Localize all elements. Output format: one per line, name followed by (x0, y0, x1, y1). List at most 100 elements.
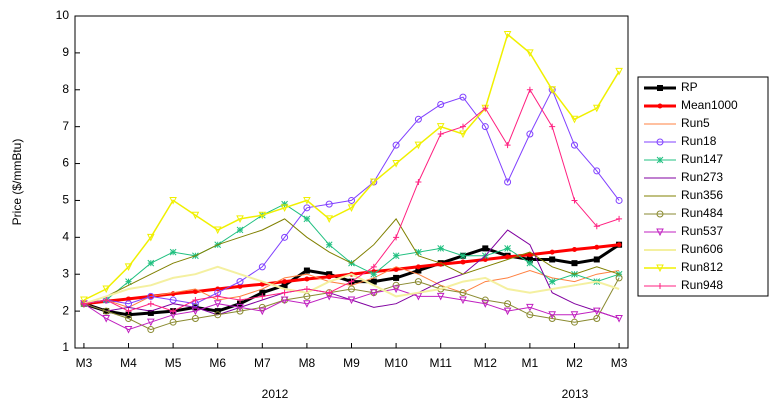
marker (459, 93, 467, 101)
marker (236, 278, 244, 286)
legend-label: Run5 (681, 116, 710, 130)
marker (192, 297, 199, 304)
marker (326, 289, 333, 296)
marker (594, 244, 600, 250)
marker (191, 314, 199, 322)
marker (656, 138, 664, 146)
marker (126, 296, 132, 302)
series-line (83, 277, 620, 331)
x-group-label: 2012 (262, 387, 289, 401)
marker (348, 278, 355, 285)
marker (415, 248, 422, 256)
marker (657, 283, 663, 289)
marker (548, 86, 556, 94)
marker (147, 318, 155, 327)
marker (369, 178, 378, 187)
marker (102, 307, 110, 315)
marker (482, 105, 489, 112)
marker (503, 30, 512, 39)
y-tick-label: 10 (56, 8, 70, 22)
marker (504, 142, 511, 149)
legend-label: Run537 (681, 224, 723, 238)
marker (571, 260, 578, 267)
marker (482, 245, 489, 252)
series-line (83, 218, 620, 305)
x-tick-label: M9 (343, 356, 360, 370)
marker (147, 300, 154, 307)
series-line (83, 265, 620, 305)
marker (656, 210, 664, 218)
marker (370, 278, 377, 285)
marker (303, 215, 311, 223)
marker (147, 326, 155, 334)
marker (170, 308, 177, 315)
marker (237, 297, 244, 304)
marker (392, 141, 400, 149)
marker (459, 130, 467, 139)
marker (325, 241, 333, 249)
marker (571, 197, 578, 204)
legend-label: Run356 (681, 188, 723, 202)
x-tick-label: M12 (474, 356, 498, 370)
marker (593, 256, 600, 263)
marker (191, 307, 200, 316)
marker (436, 123, 445, 131)
legend-label: RP (681, 80, 698, 94)
marker (459, 123, 466, 130)
marker (236, 307, 244, 315)
marker (526, 311, 534, 319)
marker (192, 289, 198, 295)
marker (237, 283, 243, 289)
marker (459, 252, 467, 260)
marker (392, 285, 400, 294)
marker (414, 278, 422, 286)
x-group-label: 2013 (562, 387, 589, 401)
marker (615, 196, 623, 204)
marker (415, 264, 421, 270)
x-tick-label: M2 (566, 356, 583, 370)
marker (169, 318, 177, 326)
x-tick-label: M3 (76, 356, 93, 370)
marker (481, 296, 489, 304)
marker (147, 259, 155, 267)
x-tick-label: M8 (299, 356, 316, 370)
marker (213, 226, 222, 235)
marker (304, 276, 310, 282)
marker (503, 307, 512, 316)
marker (414, 141, 423, 150)
marker (437, 245, 445, 252)
marker (549, 123, 556, 130)
marker (482, 256, 488, 262)
marker (393, 266, 399, 272)
marker (616, 215, 623, 222)
marker (169, 196, 177, 205)
marker (237, 300, 244, 307)
marker (437, 101, 445, 109)
marker (570, 318, 578, 326)
marker (437, 131, 444, 138)
marker (459, 289, 467, 297)
marker (570, 141, 578, 149)
marker (392, 252, 400, 260)
marker (258, 263, 266, 271)
series-line (83, 266, 620, 308)
marker (570, 311, 579, 319)
marker (236, 303, 244, 312)
marker (125, 311, 132, 318)
marker (548, 278, 556, 285)
marker (281, 282, 288, 289)
legend-label: Run812 (681, 260, 723, 274)
marker (80, 300, 87, 307)
marker (103, 297, 110, 304)
marker (303, 300, 311, 308)
marker (281, 233, 289, 241)
marker (526, 86, 533, 93)
marker (347, 204, 356, 212)
marker (303, 267, 310, 274)
marker (280, 204, 289, 212)
marker (592, 104, 601, 113)
marker (191, 211, 200, 220)
marker (526, 130, 534, 138)
marker (303, 204, 311, 212)
marker (125, 314, 133, 322)
